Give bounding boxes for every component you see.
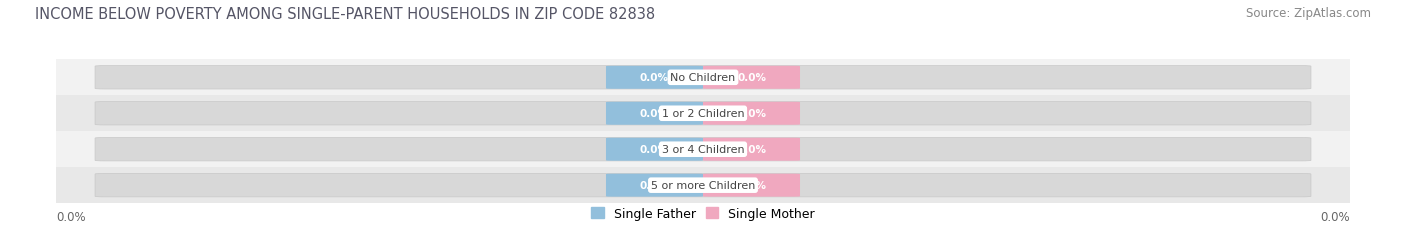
Text: 0.0%: 0.0%: [56, 210, 86, 223]
Text: 0.0%: 0.0%: [640, 73, 669, 83]
FancyBboxPatch shape: [96, 66, 1310, 90]
Text: 0.0%: 0.0%: [1320, 210, 1350, 223]
Text: 3 or 4 Children: 3 or 4 Children: [662, 145, 744, 155]
Bar: [56, 167, 1350, 203]
Bar: [56, 60, 1350, 96]
Legend: Single Father, Single Mother: Single Father, Single Mother: [586, 202, 820, 225]
Text: 5 or more Children: 5 or more Children: [651, 180, 755, 190]
Text: 0.0%: 0.0%: [737, 73, 766, 83]
Bar: [56, 96, 1350, 132]
FancyBboxPatch shape: [96, 102, 1310, 125]
Text: 0.0%: 0.0%: [640, 180, 669, 190]
Text: 0.0%: 0.0%: [640, 145, 669, 155]
FancyBboxPatch shape: [703, 174, 800, 197]
Bar: [56, 132, 1350, 167]
FancyBboxPatch shape: [703, 102, 800, 125]
Text: No Children: No Children: [671, 73, 735, 83]
Text: 0.0%: 0.0%: [737, 180, 766, 190]
FancyBboxPatch shape: [703, 67, 800, 89]
FancyBboxPatch shape: [606, 138, 703, 161]
Text: INCOME BELOW POVERTY AMONG SINGLE-PARENT HOUSEHOLDS IN ZIP CODE 82838: INCOME BELOW POVERTY AMONG SINGLE-PARENT…: [35, 7, 655, 22]
FancyBboxPatch shape: [96, 174, 1310, 197]
FancyBboxPatch shape: [606, 67, 703, 89]
Text: 0.0%: 0.0%: [737, 109, 766, 119]
Text: 0.0%: 0.0%: [737, 145, 766, 155]
Text: Source: ZipAtlas.com: Source: ZipAtlas.com: [1246, 7, 1371, 20]
FancyBboxPatch shape: [703, 138, 800, 161]
FancyBboxPatch shape: [96, 138, 1310, 161]
Text: 0.0%: 0.0%: [640, 109, 669, 119]
FancyBboxPatch shape: [606, 174, 703, 197]
FancyBboxPatch shape: [606, 102, 703, 125]
Text: 1 or 2 Children: 1 or 2 Children: [662, 109, 744, 119]
